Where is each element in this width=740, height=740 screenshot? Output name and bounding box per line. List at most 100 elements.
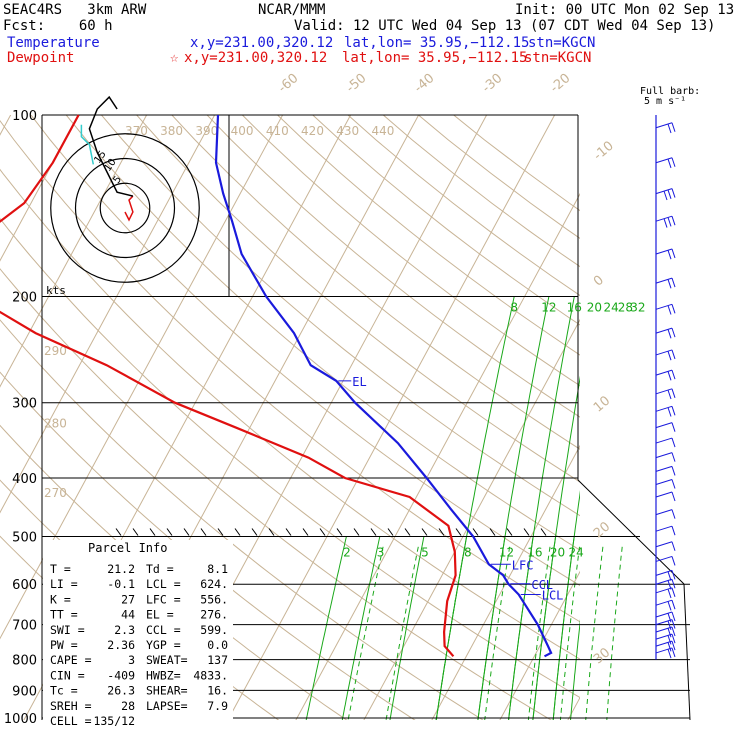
level-hatch <box>302 528 309 536</box>
org-title: NCAR/MMM <box>258 2 326 18</box>
parcel-value: 2.3 <box>114 623 135 637</box>
hodograph-ring-label: 5 <box>111 174 124 186</box>
parcel-value: 276. <box>200 608 228 622</box>
dry-adiabat-line <box>0 217 580 699</box>
init-time: Init: 00 UTC Mon 02 Sep 13 <box>515 2 735 18</box>
mixing-ratio-label: 20 <box>587 301 602 315</box>
level-hatch <box>438 528 445 536</box>
pressure-tick-label: 500 <box>12 530 37 545</box>
dry-adiabat-line <box>241 115 580 387</box>
parcel-value: 556. <box>200 592 228 606</box>
wind-barb <box>655 587 676 599</box>
frame-diagonal <box>577 479 685 585</box>
pressure-tick-label: 700 <box>12 619 37 634</box>
wind-barb <box>655 369 676 381</box>
mixing-ratio-line <box>508 296 575 720</box>
mixing-ratio-label: 16 <box>567 301 582 315</box>
level-hatch <box>200 528 207 536</box>
parcel-label: SWEAT= <box>146 653 188 667</box>
mixing-ratio-label: 16 <box>527 546 542 560</box>
level-hatch <box>183 528 190 536</box>
level-hatch <box>353 528 360 536</box>
pressure-tick-label: 800 <box>12 654 37 669</box>
parcel-value: 27 <box>121 592 135 606</box>
mixing-ratio-line <box>532 375 580 720</box>
parcel-value: 28 <box>121 699 135 713</box>
parcel-label: Td = <box>146 562 174 576</box>
mixing-ratio-line <box>506 536 534 720</box>
parcel-label: EL = <box>146 608 174 622</box>
temperature-tick-label: -40 <box>412 71 438 96</box>
theta-tick-label: 390 <box>195 124 218 138</box>
temperature-xy: x,y=231.00,320.12 <box>190 35 334 51</box>
level-hatch <box>285 528 292 536</box>
isotherm-line <box>567 696 580 720</box>
dewpoint-latlon: lat,lon= 35.95,−112.15 <box>342 50 528 66</box>
theta-tick-label: 440 <box>371 124 394 138</box>
level-hatch <box>489 528 496 536</box>
parcel-label: K = <box>50 592 71 606</box>
isotherm-line <box>499 570 580 720</box>
barb-legend-unit: 5 m s⁻¹ <box>644 96 687 107</box>
isotherm-line <box>363 318 580 720</box>
dry-adiabat-line <box>171 115 580 450</box>
isotherm-line <box>698 102 740 731</box>
pressure-tick-label: 600 <box>12 578 37 593</box>
level-hatch <box>115 528 122 536</box>
temperature-tick-label: -30 <box>480 71 506 96</box>
parcel-info-bg <box>43 540 233 720</box>
temperature-tick-label: 10 <box>591 393 613 415</box>
temperature-tick-label: 30 <box>591 645 613 667</box>
wind-barb <box>655 640 676 652</box>
pressure-tick-label: 400 <box>12 472 37 487</box>
wind-barb <box>655 633 676 645</box>
level-hatch <box>149 528 156 536</box>
pressure-tick-label: 900 <box>12 684 37 699</box>
temperature-tick-label: -20 <box>548 71 574 96</box>
isotherm-line <box>630 102 740 731</box>
wind-barb <box>655 188 676 201</box>
annotation-ccl-label: CCL <box>531 578 553 592</box>
parcel-label: SREH = <box>50 699 92 713</box>
parcel-value: 599. <box>200 623 228 637</box>
temperature-tick-label: -50 <box>344 71 370 96</box>
parcel-label: LAPSE= <box>146 699 188 713</box>
isotherm-line <box>0 115 216 514</box>
dry-adiabat-line <box>417 115 580 239</box>
wind-barb <box>655 452 676 462</box>
pressure-tick-label: 100 <box>12 109 37 124</box>
hodograph-trace-mid <box>80 124 95 165</box>
temperature-latlon: lat,lon= 35.95,−112.15 <box>344 35 530 51</box>
temperature-profile-line <box>214 114 553 658</box>
level-hatch <box>217 528 224 536</box>
parcel-value: 3 <box>128 653 135 667</box>
wind-barb <box>655 555 676 566</box>
level-hatch <box>251 528 258 536</box>
level-hatch <box>132 528 139 536</box>
level-hatch <box>523 528 530 536</box>
mixing-ratio-line <box>584 546 604 720</box>
parcel-label: LI = <box>50 577 78 591</box>
mixing-ratio-line <box>476 536 506 720</box>
level-hatch <box>166 528 173 536</box>
mixing-ratio-line <box>387 536 425 720</box>
parcel-label: Tc = <box>50 684 78 698</box>
mixing-ratio-label: 8 <box>464 546 472 560</box>
hodograph-trace-high <box>88 95 134 197</box>
parcel-value: 4833. <box>193 668 228 682</box>
parcel-label: CAPE = <box>50 653 92 667</box>
level-hatch <box>472 528 479 536</box>
dewpoint-station: stn=KGCN <box>524 50 592 66</box>
hodograph-unit-label: kts <box>46 284 66 297</box>
level-hatch <box>268 528 275 536</box>
level-hatch <box>319 528 326 536</box>
wind-barb <box>655 541 676 551</box>
parcel-value: 137 <box>207 653 228 667</box>
mixing-ratio-label: 8 <box>510 301 518 315</box>
parcel-value: 624. <box>200 577 228 591</box>
parcel-label: CELL = <box>50 714 92 728</box>
theta-tick-label: 400 <box>231 124 254 138</box>
barb-legend-title: Full barb: <box>640 86 701 97</box>
parcel-label: TT = <box>50 608 78 622</box>
mixing-ratio-line <box>570 618 580 720</box>
